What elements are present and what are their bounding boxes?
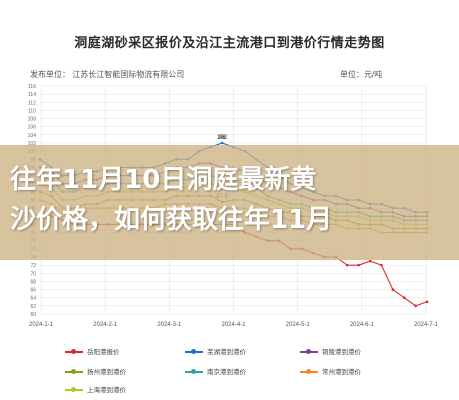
chart-title: 洞庭湖砂采区报价及沿江主流港口到港价行情走势图 <box>74 36 385 51</box>
y-tick-label: 110 <box>28 108 36 114</box>
legend-swatch <box>300 369 318 375</box>
y-tick-label: 102 <box>28 141 37 147</box>
y-tick-label: 62 <box>30 304 36 310</box>
y-tick-label: 116 <box>28 84 36 90</box>
data-point-red <box>402 296 406 300</box>
data-point-red <box>414 304 417 308</box>
unit-label: 单位：元/吨 <box>340 70 383 79</box>
legend-swatch <box>65 369 83 375</box>
y-tick-label: 66 <box>30 288 36 294</box>
legend-item: 常州港到港价 <box>300 366 361 376</box>
source-value: 江苏长江智能国际物流有限公司 <box>72 70 185 79</box>
data-point-red <box>368 259 372 263</box>
legend-swatch <box>65 349 83 355</box>
legend-swatch <box>185 369 203 375</box>
data-point-red <box>391 288 395 291</box>
y-tick-label: 70 <box>30 271 36 277</box>
data-point-red <box>380 263 383 267</box>
headline-line-1: 往年11月10日洞庭最新黄 <box>10 165 317 195</box>
source-info: 发布单位： 江苏长江智能国际物流有限公司 <box>30 69 184 80</box>
y-tick-label: 60 <box>30 312 36 318</box>
legend-item: 南京港到港价 <box>185 366 246 376</box>
x-tick-label: 2024-2-1 <box>93 322 118 328</box>
legend-label: 铜陵港到港价 <box>322 349 361 356</box>
legend-swatch <box>65 387 83 393</box>
x-tick-label: 2024-1-1 <box>29 322 54 328</box>
legend-swatch <box>300 349 318 355</box>
headline-line-2: 沙价格，如何获取往年11月 <box>10 205 333 235</box>
legend-label: 扬州港到港价 <box>87 369 126 376</box>
y-tick-label: 108 <box>28 117 37 123</box>
data-label: 102 <box>217 135 228 141</box>
headline-overlay: 往年11月10日洞庭最新黄 沙价格，如何获取往年11月 <box>0 145 459 260</box>
y-tick-label: 72 <box>30 263 36 269</box>
data-point-red <box>425 300 429 304</box>
legend-label: 岳阳港报价 <box>87 349 120 356</box>
source-label: 发布单位： <box>30 70 70 79</box>
legend-label: 芜湖港到港价 <box>207 349 246 356</box>
legend-label: 上海港到港价 <box>87 387 126 394</box>
legend-swatch <box>185 349 203 355</box>
legend-item: 上海港到港价 <box>65 384 126 394</box>
y-tick-label: 114 <box>28 92 36 98</box>
y-tick-label: 64 <box>30 296 36 302</box>
legend-label: 常州港到港价 <box>322 369 361 376</box>
legend-label: 南京港到港价 <box>207 369 246 376</box>
x-tick-label: 2024-5-1 <box>286 322 311 328</box>
y-tick-label: 68 <box>30 279 36 285</box>
data-label: 96 <box>219 135 226 141</box>
legend-item: 芜湖港到港价 <box>185 346 246 356</box>
x-tick-label: 2024-4-1 <box>221 322 246 328</box>
legend-item: 扬州港到港价 <box>65 366 126 376</box>
data-point-red <box>346 263 349 267</box>
legend-item: 铜陵港到港价 <box>300 346 361 356</box>
data-point-red <box>357 263 361 267</box>
y-tick-label: 106 <box>28 125 37 131</box>
legend-item: 岳阳港报价 <box>65 346 120 356</box>
y-tick-label: 112 <box>28 100 36 106</box>
x-tick-label: 2024-7-1 <box>414 322 439 328</box>
x-tick-label: 2024-3-1 <box>157 322 182 328</box>
chart-legend: 岳阳港报价 芜湖港到港价 铜陵港到港价扬州港到港价 南京港到港价 常州港到港价上海港到港… <box>0 338 459 400</box>
x-tick-label: 2024-6-1 <box>350 322 375 328</box>
y-tick-label: 104 <box>28 133 37 139</box>
data-point-blue <box>220 141 224 145</box>
